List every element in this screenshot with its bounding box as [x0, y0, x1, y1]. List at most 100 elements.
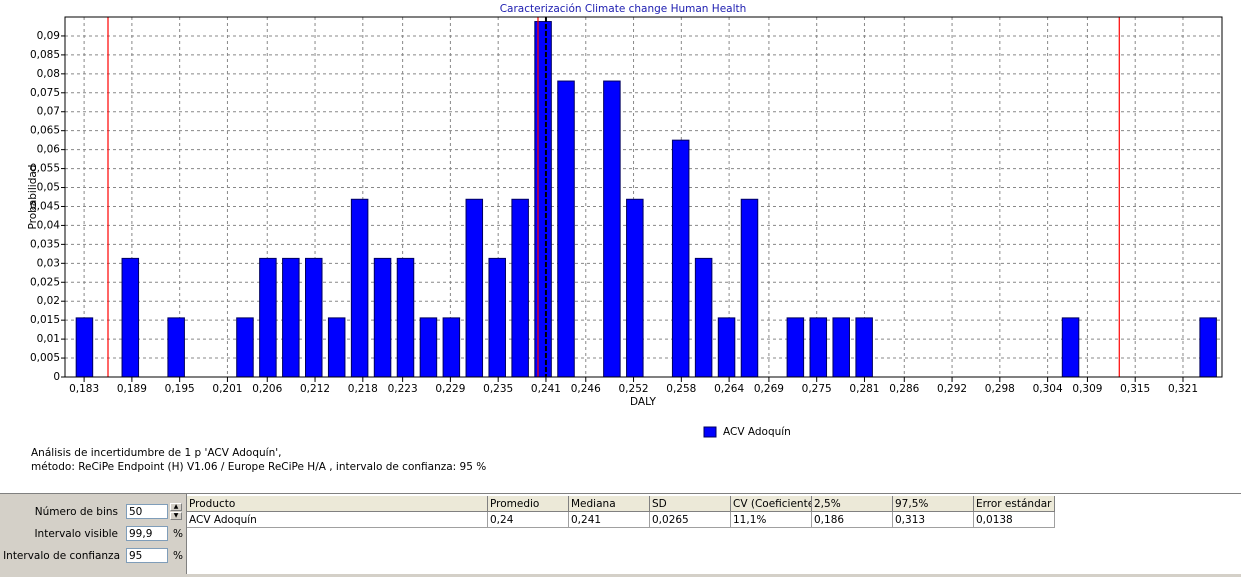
column-header: Promedio	[488, 496, 569, 512]
bar	[832, 317, 850, 378]
column-header: Error estándar (	[974, 496, 1055, 512]
note: método: ReCiPe Endpoint (H) V1.06 / Euro…	[31, 461, 487, 473]
spin-up[interactable]: ▲	[170, 503, 182, 511]
x-axis-label: DALY	[630, 396, 657, 408]
results-table: Producto Promedio Mediana SD CV (Coeficiente…	[186, 494, 1241, 574]
y-tick-label: 0,025	[30, 276, 60, 288]
confidence-input[interactable]: 95	[126, 548, 168, 563]
x-tick-label: 0,304	[1033, 383, 1063, 395]
bar	[786, 317, 805, 378]
x-tick-label: 0,298	[985, 383, 1015, 395]
x-tick-label: 0,183	[69, 383, 99, 395]
x-tick-label: 0,235	[483, 383, 513, 395]
y-tick-label: 0,01	[37, 333, 60, 345]
bar	[488, 257, 506, 378]
y-tick-label: 0,06	[37, 144, 61, 156]
y-tick-label: 0,04	[37, 219, 61, 231]
bar	[740, 198, 759, 378]
bar	[282, 257, 300, 378]
x-tick-label: 0,195	[165, 383, 195, 395]
x-tick-label: 0,223	[388, 383, 418, 395]
bar	[511, 198, 529, 378]
x-tick-label: 0,269	[754, 383, 784, 395]
y-tick-label: 0,07	[37, 106, 60, 118]
y-tick-label: 0,02	[37, 295, 60, 307]
y-tick-label: 0,015	[30, 314, 60, 326]
column-header: 2,5%	[812, 496, 893, 512]
y-tick-label: 0,005	[30, 352, 60, 364]
column-header: 97,5%	[893, 496, 974, 512]
spin-down[interactable]: ▼	[170, 512, 182, 520]
bar	[603, 80, 621, 378]
x-tick-label: 0,229	[435, 383, 465, 395]
table-cell: 0,0265	[650, 512, 731, 528]
bar	[327, 317, 346, 378]
x-tick-label: 0,189	[117, 383, 147, 395]
bar	[717, 317, 736, 378]
bar	[167, 317, 185, 378]
x-tick-label: 0,258	[666, 383, 696, 395]
y-axis-label: Probabilidad	[27, 165, 39, 230]
bar	[419, 317, 438, 378]
bar	[626, 198, 644, 378]
bar	[305, 257, 323, 378]
bar	[1199, 317, 1217, 378]
y-tick-label: 0,035	[30, 238, 60, 250]
bar	[442, 317, 461, 378]
y-tick-label: 0,05	[37, 182, 60, 194]
table-cell: 0,24	[488, 512, 569, 528]
table-cell: ACV Adoquín	[187, 512, 488, 528]
y-tick-label: 0,09	[37, 30, 60, 42]
bar	[396, 257, 415, 378]
bottom-panel: Número de bins 50 ▲ ▼ Intervalo visible …	[0, 493, 1241, 577]
bar	[236, 317, 254, 378]
x-tick-label: 0,292	[937, 383, 967, 395]
bar	[373, 257, 392, 378]
y-tick-label: 0,03	[37, 257, 60, 269]
legend-label: ACV Adoquín	[723, 426, 791, 438]
column-header: CV (Coeficiente	[731, 496, 812, 512]
x-tick-label: 0,241	[531, 383, 561, 395]
x-tick-label: 0,246	[571, 383, 601, 395]
column-header: Mediana	[569, 496, 650, 512]
bar	[75, 317, 94, 378]
unit: %	[173, 550, 183, 562]
x-tick-label: 0,275	[802, 383, 832, 395]
column-header: Producto	[187, 496, 488, 512]
control-label: Número de bins	[34, 506, 118, 518]
bar	[557, 80, 575, 378]
plot-frame	[64, 16, 1223, 378]
bins-input[interactable]: 50	[126, 504, 168, 519]
x-tick-label: 0,281	[849, 383, 879, 395]
x-tick-label: 0,201	[212, 383, 242, 395]
note: Análisis de incertidumbre de 1 p 'ACV Ad…	[31, 447, 282, 459]
x-tick-label: 0,309	[1072, 383, 1102, 395]
bar	[350, 198, 369, 378]
visible-interval-input[interactable]: 99,9	[126, 526, 168, 541]
bar	[671, 139, 690, 378]
bar	[121, 257, 140, 378]
y-tick-label: 0,055	[30, 163, 60, 175]
bar	[465, 198, 484, 378]
x-tick-label: 0,321	[1168, 383, 1198, 395]
bar	[534, 21, 552, 378]
control-label: Intervalo de confianza	[3, 550, 120, 562]
bar	[855, 317, 873, 378]
bar	[259, 257, 277, 378]
table-cell: 0,186	[812, 512, 893, 528]
table-cell: 11,1%	[731, 512, 812, 528]
chart: Caracterización Climate change Human Hea…	[27, 3, 1223, 438]
x-tick-label: 0,218	[348, 383, 378, 395]
bar	[1061, 317, 1080, 378]
control-label: Intervalo visible	[34, 528, 118, 540]
bar	[809, 317, 828, 378]
unit: %	[173, 528, 183, 540]
chart-title: Caracterización Climate change Human Hea…	[500, 3, 747, 15]
y-tick-label: 0	[53, 371, 60, 383]
y-tick-label: 0,045	[30, 200, 60, 212]
x-tick-label: 0,286	[889, 383, 919, 395]
x-tick-label: 0,252	[619, 383, 649, 395]
legend-swatch	[703, 426, 717, 438]
x-tick-label: 0,264	[714, 383, 744, 395]
